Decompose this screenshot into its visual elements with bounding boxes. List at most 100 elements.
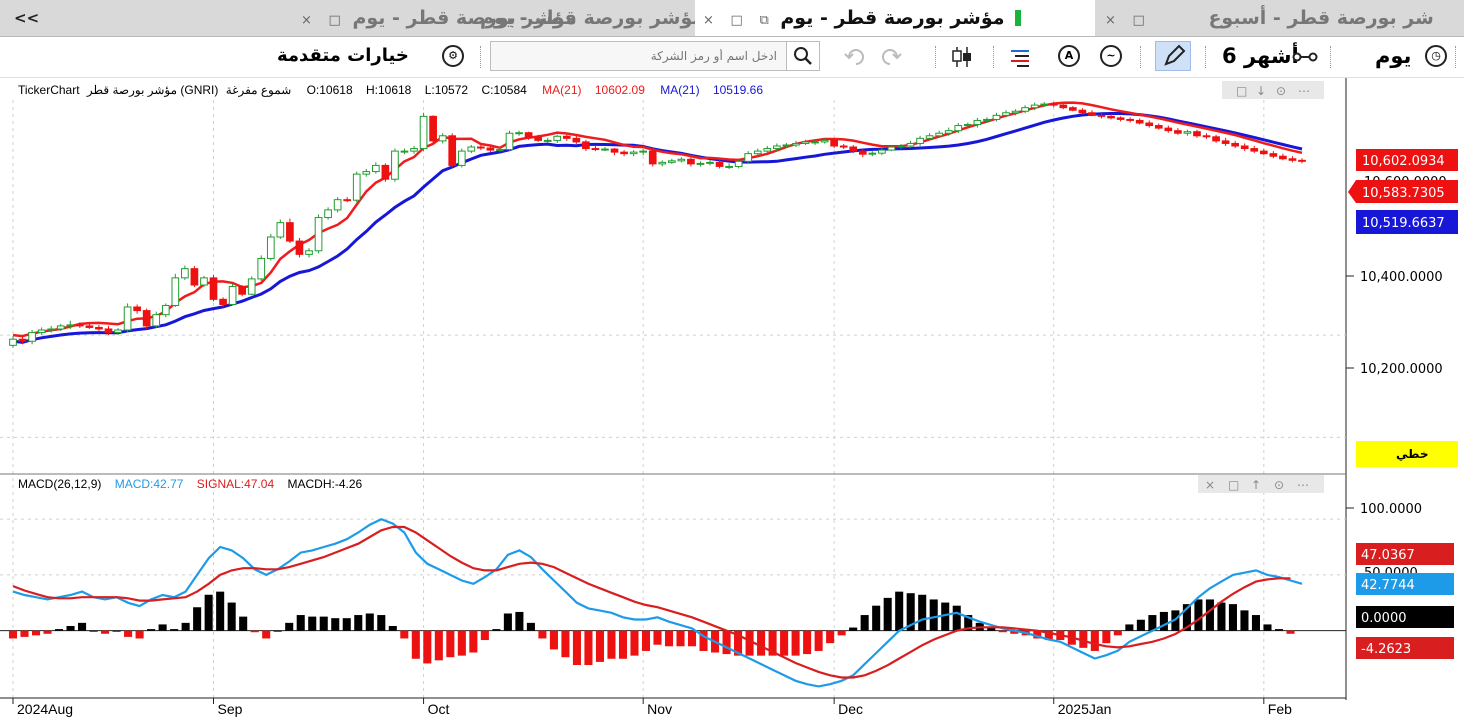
drawing-tool-button[interactable] — [1155, 41, 1191, 71]
macd-menu-icon[interactable]: ⋯ — [1297, 478, 1309, 492]
macd-value: MACD:42.77 — [115, 477, 184, 491]
candle-up — [544, 140, 551, 141]
interval-label: يوم — [1375, 44, 1411, 68]
macd-maximize-icon[interactable]: □ — [1228, 478, 1239, 492]
tab-maximize-icon[interactable]: □ — [731, 3, 743, 39]
candle-up — [325, 210, 332, 218]
toolbar-separator — [1330, 46, 1332, 68]
panel-menu-icon[interactable]: ⋯ — [1298, 84, 1310, 98]
panel-down-icon[interactable]: ↓ — [1256, 84, 1266, 98]
date-label: 2025Jan — [1058, 701, 1112, 717]
macd-close-icon[interactable]: × — [1205, 478, 1215, 492]
date-label: Sep — [218, 701, 243, 717]
tab-gnri-day-active[interactable]: × □ ⧉ مؤشر بورصة قطر - يوم — [695, 0, 1095, 36]
candle-up — [869, 153, 876, 154]
candle-up — [229, 287, 236, 305]
auto-icon[interactable]: A — [1058, 45, 1080, 67]
tab-maximize-icon[interactable]: □ — [1133, 3, 1145, 39]
macd-hist-bar — [1160, 612, 1168, 631]
candle-up — [29, 333, 36, 342]
macd-hist-bar — [492, 629, 500, 631]
macd-hist-bar — [630, 631, 638, 656]
candle-down — [191, 269, 198, 285]
macd-hist-bar — [228, 603, 236, 631]
candle-up — [1031, 105, 1038, 108]
candle-down — [535, 137, 542, 140]
signal-value: SIGNAL:47.04 — [197, 477, 275, 491]
candle-down — [1050, 104, 1057, 105]
candle-down — [287, 223, 294, 241]
zero-box-value: 0.0000 — [1361, 611, 1407, 626]
macd-hist-bar — [861, 615, 869, 631]
pencil-icon — [1156, 42, 1192, 72]
collapse-tabs-icon[interactable]: << — [14, 0, 39, 36]
macd-hist-bar — [527, 623, 535, 631]
candle-down — [1241, 146, 1248, 149]
tab-gnri-day-1[interactable]: × □ مؤشر بورصة قطر - يوم — [296, 0, 476, 36]
candle-down — [1222, 141, 1229, 144]
tab-gnri-week[interactable]: × □ شر بورصة قطر - أسبوع — [1100, 0, 1464, 36]
macd-hist-bar — [504, 613, 512, 630]
info-ma1-label: MA(21) — [542, 83, 581, 97]
macd-hist-bar — [320, 617, 328, 631]
candle-down — [1175, 131, 1182, 134]
macd-hist-bar — [1229, 604, 1237, 631]
date-label: Oct — [428, 701, 450, 717]
range-arrows-icon[interactable] — [1292, 47, 1318, 67]
redo-icon[interactable] — [883, 50, 901, 64]
tab-close-icon[interactable]: × — [301, 3, 312, 39]
panel-settings-icon[interactable]: ⊙ — [1276, 84, 1286, 98]
candle-down — [76, 325, 83, 326]
tab-close-icon[interactable]: × — [703, 3, 714, 39]
clock-icon[interactable]: ◷ — [1425, 45, 1447, 67]
macd-hist-bar — [423, 631, 431, 664]
macd-hist-bar — [446, 631, 454, 658]
candle-down — [840, 146, 847, 147]
search-button[interactable] — [786, 42, 819, 70]
macd-hist-bar — [780, 631, 788, 656]
macd-hist-bar — [653, 631, 661, 645]
candle-down — [1194, 132, 1201, 136]
panel-maximize-icon[interactable]: □ — [1236, 84, 1247, 98]
info-candle-type: شموع مفرغة — [226, 83, 292, 97]
candle-up — [888, 147, 895, 150]
macd-box-value: 42.7744 — [1361, 578, 1415, 593]
macd-hist-bar — [1114, 631, 1122, 636]
candle-up — [516, 133, 523, 134]
settings-gear-icon[interactable]: ⚙ — [442, 45, 464, 67]
oscillator-icon[interactable]: ~ — [1100, 45, 1122, 67]
macd-up-icon[interactable]: ↑ — [1251, 478, 1261, 492]
macd-settings-icon[interactable]: ⊙ — [1274, 478, 1284, 492]
macd-hist-bar — [389, 626, 397, 631]
advanced-options-button[interactable]: خيارات متقدمة — [277, 41, 409, 71]
chart-area[interactable]: TickerChart مؤشر بورصة قطر (GNRI) شموع م… — [0, 78, 1464, 721]
tab-maximize-icon[interactable]: □ — [329, 3, 341, 39]
indicators-list-icon[interactable] — [1007, 45, 1033, 69]
macd-hist-bar — [343, 618, 351, 630]
candle-up — [764, 149, 771, 152]
ma-blue-value: 10,519.6637 — [1362, 216, 1445, 231]
tab-close-icon[interactable]: × — [1105, 3, 1116, 39]
macd-hist-bar — [895, 592, 903, 631]
candle-down — [583, 142, 590, 149]
tab-gnri-day-2[interactable]: مؤشر بورصة قطر - يوم — [480, 0, 680, 36]
info-ma1-value: 10602.09 — [595, 83, 645, 97]
search-input[interactable] — [491, 42, 785, 70]
tab-restore-icon[interactable]: ⧉ — [759, 3, 768, 39]
main-panel-controls: □ ↓ ⊙ ⋯ — [1222, 81, 1324, 99]
candles-icon[interactable] — [950, 45, 974, 69]
candle-up — [707, 162, 714, 163]
candle-up — [774, 146, 781, 149]
macd-hist-bar — [930, 599, 938, 630]
candle-up — [67, 325, 74, 326]
macd-hist-bar — [20, 631, 28, 637]
macd-hist-bar — [101, 631, 109, 634]
macd-hist-bar — [596, 631, 604, 662]
period-selector[interactable]: 6 أشهر — [1222, 41, 1299, 71]
info-ma2-label: MA(21) — [660, 83, 699, 97]
undo-icon[interactable] — [845, 50, 863, 64]
macd-hist-bar — [435, 631, 443, 661]
candle-down — [449, 136, 456, 166]
advanced-options-label: خيارات متقدمة — [277, 45, 409, 66]
interval-selector[interactable]: يوم — [1375, 41, 1411, 71]
